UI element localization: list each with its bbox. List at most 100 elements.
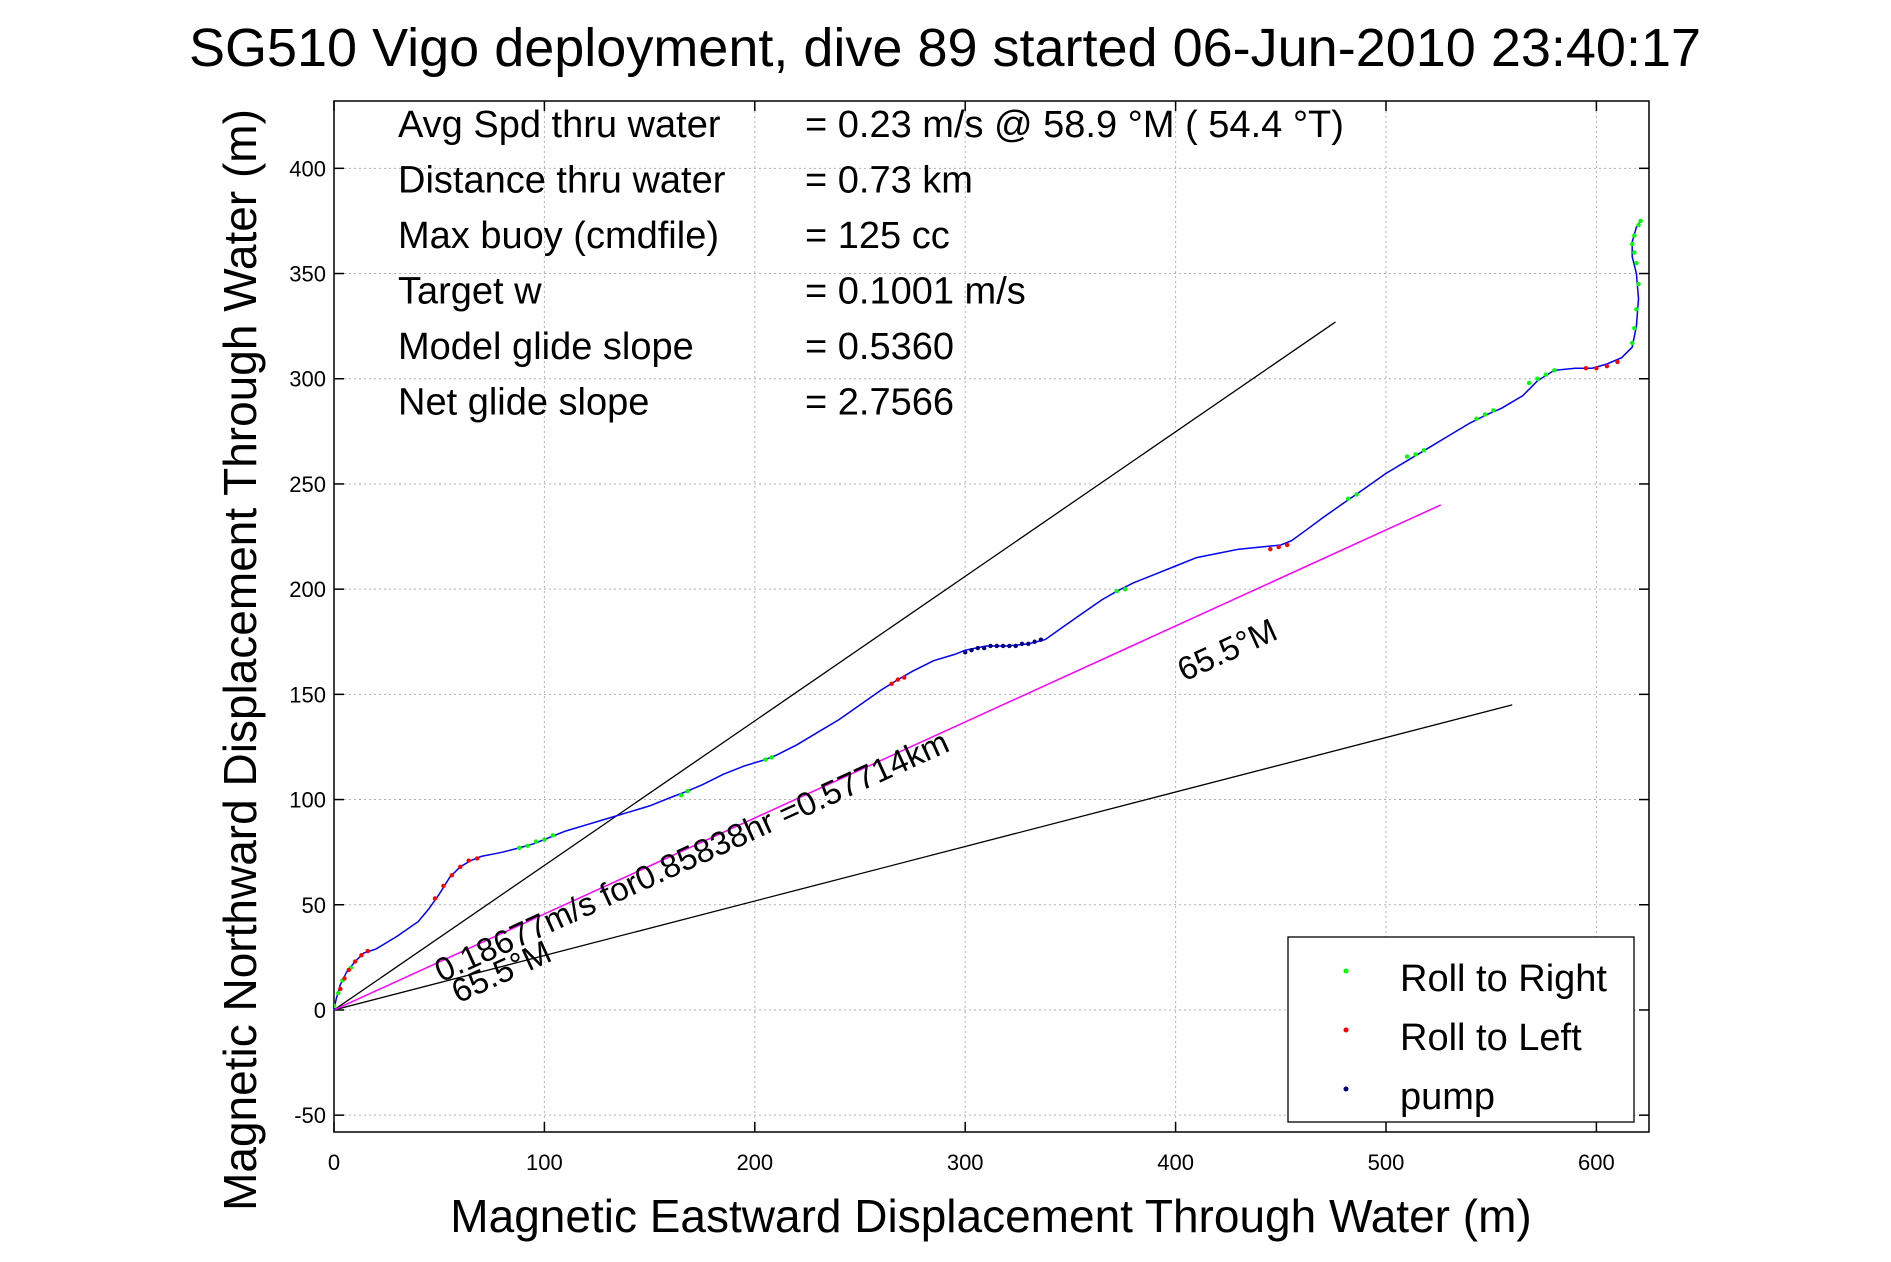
- roll-right-marker: [1632, 250, 1637, 255]
- y-tick-label: -50: [294, 1103, 326, 1128]
- pump-marker: [1000, 643, 1006, 649]
- roll-right-marker: [678, 793, 684, 798]
- heading-line: [334, 704, 1513, 1011]
- roll-left-marker: [365, 948, 370, 954]
- pump-marker: [975, 645, 981, 651]
- roll-right-marker: [763, 757, 768, 762]
- roll-left-marker: [901, 675, 907, 680]
- roll-right-marker: [1543, 372, 1549, 377]
- info-label: Distance thru water: [398, 160, 726, 202]
- roll-right-marker: [542, 837, 547, 842]
- pump-marker: [1019, 641, 1025, 647]
- roll-right-marker: [1552, 368, 1557, 373]
- info-value: = 2.7566: [805, 382, 954, 424]
- roll-left-marker: [1594, 366, 1599, 371]
- roll-right-marker: [1122, 586, 1128, 592]
- roll-right-marker: [1491, 408, 1496, 413]
- roll-left-marker: [342, 976, 347, 981]
- x-axis-label: Magnetic Eastward Displacement Through W…: [450, 1190, 1531, 1242]
- roll-right-marker: [685, 788, 690, 794]
- roll-left-marker: [1284, 542, 1290, 548]
- roll-left-marker: [1615, 359, 1620, 365]
- roll-left-marker: [889, 681, 894, 687]
- legend-label: pump: [1400, 1076, 1495, 1118]
- roll-left-marker: [352, 959, 358, 964]
- roll-right-marker: [1632, 233, 1637, 238]
- roll-left-marker: [346, 967, 351, 973]
- roll-right-marker: [1634, 260, 1639, 266]
- roll-right-marker: [1404, 454, 1410, 459]
- info-label: Target w: [398, 271, 542, 313]
- info-label: Model glide slope: [398, 326, 694, 368]
- roll-left-marker: [441, 883, 446, 889]
- x-tick-label: 300: [947, 1150, 984, 1175]
- net-displacement-line: [334, 504, 1442, 1011]
- roll-right-marker: [1345, 496, 1351, 501]
- roll-right-marker: [769, 755, 774, 760]
- roll-right-marker: [1634, 307, 1639, 312]
- info-label: Max buoy (cmdfile): [398, 215, 719, 257]
- roll-left-marker: [449, 873, 455, 878]
- roll-right-marker: [1629, 241, 1635, 247]
- roll-right-marker: [550, 833, 556, 838]
- y-tick-label: 350: [289, 262, 326, 287]
- roll-left-marker: [895, 677, 901, 682]
- roll-left-marker: [1268, 546, 1273, 552]
- roll-right-marker: [1535, 376, 1540, 381]
- plot-area: [334, 218, 1643, 1011]
- y-tick-label: 200: [289, 577, 326, 602]
- roll-left-marker: [432, 896, 438, 901]
- y-tick-label: 300: [289, 367, 326, 392]
- info-label: Avg Spd thru water: [398, 104, 721, 146]
- pump-marker: [969, 647, 974, 653]
- roll-right-marker: [1474, 416, 1479, 421]
- roll-right-marker: [1638, 218, 1643, 224]
- info-value: = 0.23 m/s @ 58.9 °M ( 54.4 °T): [805, 104, 1344, 146]
- x-tick-label: 600: [1578, 1150, 1615, 1175]
- roll-right-marker: [1629, 340, 1635, 346]
- roll-right-marker: [1114, 589, 1119, 594]
- x-tick-label: 500: [1368, 1150, 1405, 1175]
- roll-right-marker: [334, 1003, 337, 1008]
- axis-ticks: 0 100 200 300 400 500 600-50050100150200250300…: [289, 101, 1649, 1175]
- y-tick-label: 0: [314, 998, 326, 1023]
- roll-left-marker: [359, 953, 364, 958]
- y-tick-label: 150: [289, 682, 326, 707]
- legend-label: Roll to Right: [1400, 958, 1607, 1000]
- roll-right-marker: [516, 845, 522, 851]
- roll-left-marker: [1276, 544, 1281, 550]
- chart-annotation: 65.5°M: [1172, 611, 1283, 688]
- roll-right-marker: [1526, 380, 1532, 386]
- roll-left-marker: [338, 986, 343, 992]
- pump-marker: [1007, 643, 1012, 649]
- info-panel: Avg Spd thru water = 0.23 m/s @ 58.9 °M (…: [398, 104, 1344, 424]
- pump-marker: [1038, 637, 1044, 642]
- x-tick-label: 200: [736, 1150, 773, 1175]
- legend-marker: [1343, 1027, 1349, 1033]
- chart-title: SG510 Vigo deployment, dive 89 started 0…: [189, 18, 1701, 78]
- roll-right-marker: [336, 990, 341, 996]
- x-tick-label: 400: [1157, 1150, 1194, 1175]
- track-line: [334, 220, 1642, 1011]
- pump-marker: [988, 643, 993, 649]
- info-value: = 0.5360: [805, 326, 954, 368]
- roll-left-marker: [466, 858, 471, 863]
- pump-marker: [981, 645, 987, 651]
- roll-right-marker: [1354, 492, 1359, 497]
- y-tick-label: 100: [289, 788, 326, 813]
- roll-right-marker: [525, 843, 530, 849]
- y-tick-label: 400: [289, 156, 326, 181]
- pump-marker: [963, 650, 968, 655]
- heading-line: [334, 321, 1336, 1011]
- roll-right-marker: [1636, 281, 1641, 287]
- pump-marker: [994, 643, 999, 649]
- legend-label: Roll to Left: [1400, 1017, 1582, 1059]
- x-tick-label: 0: [328, 1150, 340, 1175]
- roll-right-marker: [1421, 448, 1427, 453]
- roll-left-marker: [474, 856, 480, 861]
- info-label: Net glide slope: [398, 382, 649, 424]
- legend-marker: [1343, 968, 1349, 974]
- plot-frame: [333, 100, 1650, 1133]
- roll-left-marker: [458, 864, 463, 870]
